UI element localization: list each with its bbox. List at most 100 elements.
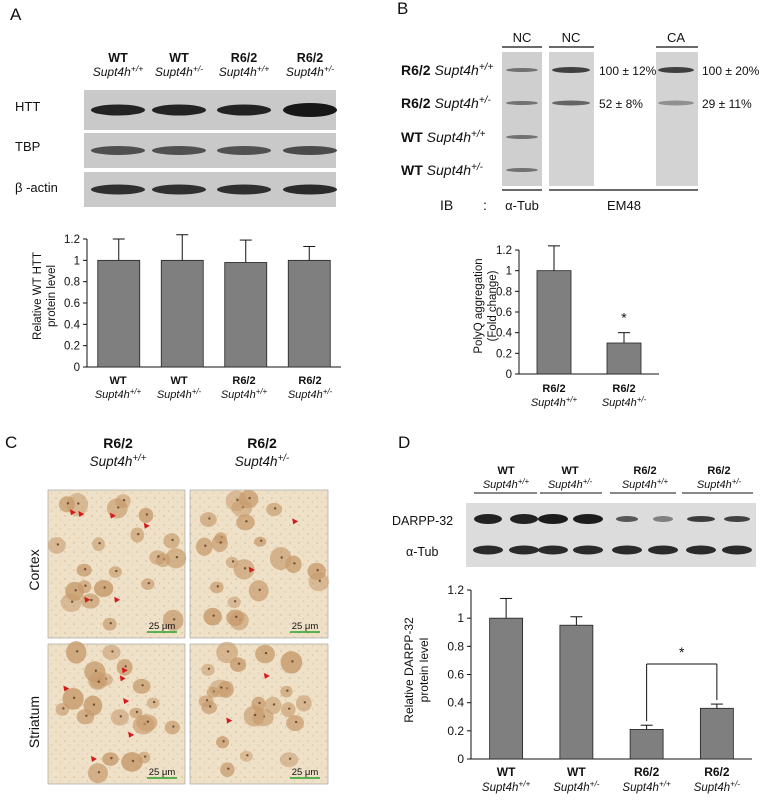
c-cell-0-0	[108, 566, 122, 578]
c-inclusion-2-9	[124, 665, 127, 668]
c-inclusion-0-4	[77, 502, 80, 505]
b-rowlabel-gene-1: Supt4h	[434, 95, 479, 111]
c-ihc-image-3: 25 μm	[189, 641, 329, 785]
c-cell-2-13	[90, 676, 105, 689]
b-strip-atub	[502, 52, 542, 186]
c-inclusion-3-2	[207, 667, 211, 671]
b-band-atub-1	[506, 101, 538, 105]
d-band-darpp32-4	[616, 516, 638, 522]
a-header-gene-name-1: Supt4h	[155, 65, 193, 79]
b-band-atub-2	[506, 135, 538, 139]
a-band-1-0	[91, 146, 145, 155]
c-inclusion-3-12	[291, 660, 294, 663]
d-xlabel-gene-sup-2: +/+	[659, 780, 671, 789]
c-inclusion-1-11	[318, 579, 321, 583]
c-inclusion-1-9	[280, 556, 283, 559]
c-cell-1-17	[236, 514, 255, 531]
b-ca-value-1: 29 ± 11%	[702, 97, 752, 111]
c-header-gene-sup-1: +/-	[278, 453, 290, 464]
d-band-atub-1	[509, 545, 539, 555]
c-cell-0-17	[93, 580, 114, 598]
c-cell-1-12	[307, 562, 326, 580]
b-band-atub-3	[506, 168, 538, 172]
c-inclusion-3-4	[253, 713, 257, 717]
d-chart-ytick-label-2: 0.4	[447, 696, 464, 710]
b-ca-value-0: 100 ± 20%	[702, 64, 760, 78]
c-cell-2-14	[87, 763, 109, 784]
panel-a-ylabel-line2: protein level	[46, 265, 58, 327]
b-chart-bar-0	[536, 270, 572, 375]
c-cell-1-14	[195, 537, 213, 556]
c-inclusion-0-12	[171, 538, 174, 542]
c-inclusion-3-8	[222, 740, 225, 743]
a-header-gene-3: Supt4h+/-	[286, 63, 334, 79]
a-header-line-3: R6/2	[297, 51, 323, 65]
d-chart-significance-star: *	[679, 644, 685, 660]
c-inclusion-2-6	[94, 669, 98, 672]
c-arrowhead-2-1	[123, 698, 130, 705]
c-inclusion-0-15	[172, 618, 176, 621]
c-inclusion-0-0	[115, 569, 118, 573]
a-chart-ytick-label-0: 0	[74, 362, 80, 374]
b-xlabel-line-1: R6/2	[612, 383, 635, 395]
d-xlabel-gene-3: Supt4h+/-	[694, 780, 741, 794]
b-rowlabel-line-1: R6/2	[401, 95, 434, 111]
b-chart-bar-1	[606, 342, 642, 375]
d-chart-ytick-label-1: 0.2	[447, 724, 464, 738]
c-cell-0-6	[130, 527, 145, 543]
d-xlabel-line-3: R6/2	[704, 765, 730, 779]
b-band-atub-0	[506, 68, 538, 72]
d-band-atub-6	[686, 545, 716, 555]
panel-a-letter: A	[10, 5, 22, 24]
panel-d-x-labels: WTSupt4h+/+WTSupt4h+/-R6/2Supt4h+/+R6/2S…	[482, 765, 740, 794]
blot-label-htt: HTT	[15, 99, 40, 114]
c-cell-0-13	[149, 550, 166, 565]
b-xlabel-gene-sup-0: +/+	[566, 395, 578, 404]
a-band-2-0	[91, 184, 145, 195]
c-cell-2-20	[66, 641, 87, 664]
d-band-atub-7	[722, 545, 752, 555]
d-header-gene-sup-3: +/-	[732, 477, 742, 486]
c-arrowhead-0-5	[109, 512, 116, 519]
c-inclusion-1-17	[245, 520, 248, 523]
c-inclusion-2-14	[97, 770, 101, 774]
b-rowlabel-2: WT Supt4h+/+	[401, 129, 486, 145]
d-band-darpp32-0	[474, 514, 502, 524]
a-chart-ytick-label-2: 0.4	[64, 319, 81, 331]
d-chart-ytick-label-0: 0	[457, 752, 464, 766]
d-xlabel-gene-name-0: Supt4h	[482, 782, 518, 794]
panel-a-genotype-headers: WTSupt4h+/+WTSupt4h+/-R6/2Supt4h+/+R6/2S…	[93, 51, 335, 79]
c-inclusion-0-19	[175, 556, 179, 559]
c-cell-1-10	[248, 580, 269, 602]
c-cell-0-14	[138, 507, 154, 523]
c-arrowhead-0-3	[114, 596, 121, 603]
c-inclusion-0-3	[84, 584, 87, 587]
a-xlabel-gene-sup-2: +/+	[256, 387, 268, 396]
c-inclusion-2-1	[143, 755, 147, 758]
a-band-0-3	[283, 103, 337, 117]
d-band-darpp32-1	[510, 514, 538, 524]
d-band-darpp32-7	[724, 516, 750, 522]
c-inclusion-0-8	[98, 542, 101, 545]
c-header-line-1: R6/2	[247, 435, 277, 451]
b-chart-ytick-label-6: 1.2	[496, 245, 512, 257]
c-arrowhead-0-0	[84, 596, 91, 603]
b-chart-ytick-label-3: 0.6	[496, 307, 512, 319]
a-xlabel-line-2: R6/2	[232, 375, 255, 387]
c-arrowhead-0-1	[78, 511, 85, 518]
panel-a-bar-chart: 0 0.2 0.4 0.6 0.8 1 1.2	[64, 234, 341, 374]
c-inclusion-3-7	[258, 701, 261, 705]
a-xlabel-gene-name-3: Supt4h	[288, 389, 323, 401]
c-cell-3-8	[216, 736, 230, 749]
a-chart-ytick-label-5: 1	[74, 255, 80, 267]
panel-d-ylabel: Relative DARPP-32 protein level	[402, 617, 431, 723]
panel-a-ylabel: Relative WT HTT protein level	[32, 252, 58, 340]
d-header-line-3: R6/2	[707, 465, 730, 477]
d-band-atub-0	[473, 545, 503, 555]
d-band-darpp32-3	[573, 514, 603, 524]
b-xlabel-gene-name-1: Supt4h	[602, 397, 637, 409]
c-cell-2-3	[121, 752, 143, 772]
c-inclusion-2-18	[111, 650, 114, 653]
blot-label-atub: α-Tub	[406, 545, 439, 559]
